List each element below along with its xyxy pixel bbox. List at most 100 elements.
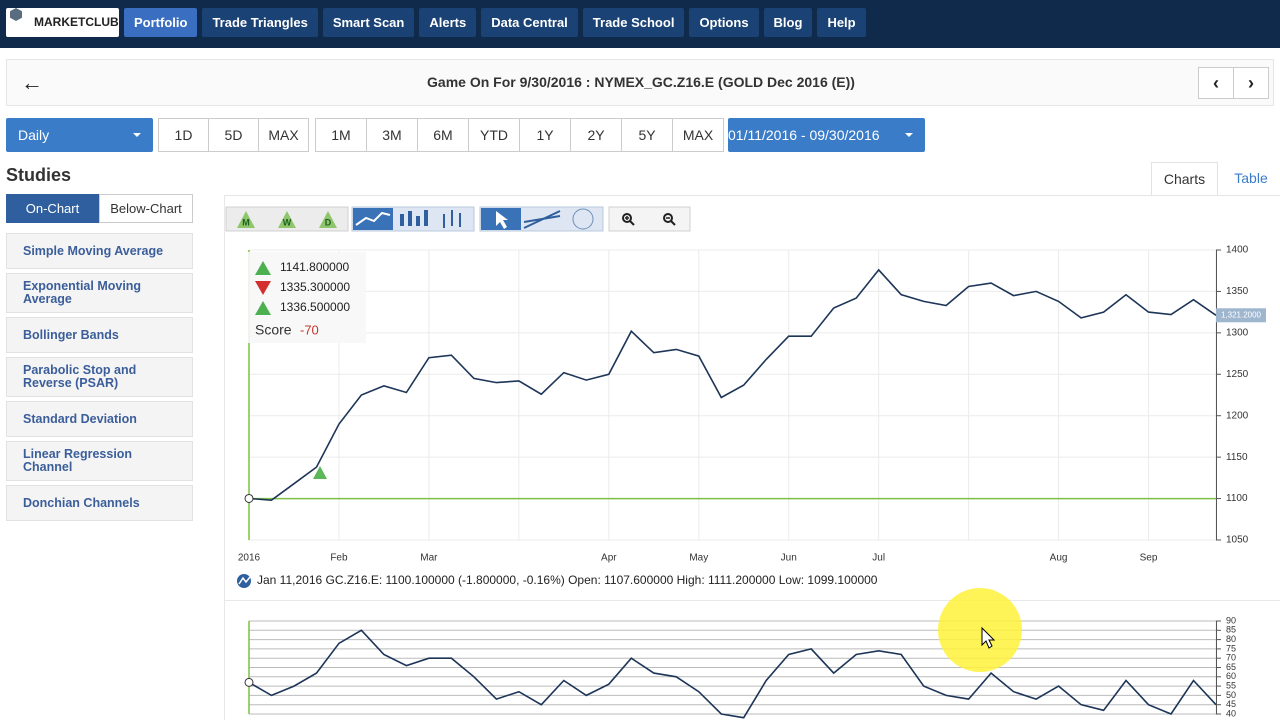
y-tick-label: 1350 xyxy=(1226,286,1249,297)
last-value-tag xyxy=(1216,308,1266,323)
x-tick-label: Aug xyxy=(1050,553,1068,564)
tool-candles[interactable] xyxy=(400,210,428,226)
study-tab[interactable]: On-Chart xyxy=(6,194,99,223)
nav-item[interactable]: Portfolio xyxy=(124,8,198,37)
zoom-out[interactable] xyxy=(663,213,676,226)
y-tick-label: 90 xyxy=(1226,615,1236,625)
header: ← Game On For 9/30/2016 : NYMEX_GC.Z16.E… xyxy=(6,59,1274,106)
legend-triangle xyxy=(255,281,271,295)
legend-triangle xyxy=(255,261,271,275)
study-item[interactable]: Donchian Channels xyxy=(6,485,193,521)
zoom-in[interactable] xyxy=(622,213,635,226)
study-item[interactable]: Exponential Moving Average xyxy=(6,273,193,313)
nav-item[interactable]: Trade Triangles xyxy=(202,8,318,37)
y-tick-label: 85 xyxy=(1226,625,1236,635)
y-tick-label: 70 xyxy=(1226,653,1236,663)
nav-item[interactable]: Alerts xyxy=(419,8,477,37)
y-tick-label: 45 xyxy=(1226,699,1236,709)
divider xyxy=(224,195,1280,196)
y-tick-label: 50 xyxy=(1226,690,1236,700)
y-tick-label: 40 xyxy=(1226,708,1236,718)
range-button[interactable]: 3M xyxy=(366,118,418,152)
view-tab[interactable]: Table xyxy=(1234,170,1268,186)
toolbar-group xyxy=(351,206,475,232)
plot-area xyxy=(248,249,1217,541)
range-button[interactable]: 5D xyxy=(208,118,259,152)
triangle-icon[interactable] xyxy=(278,211,296,228)
range-button[interactable]: 5Y xyxy=(621,118,673,152)
y-tick-label: 75 xyxy=(1226,643,1236,653)
range-button[interactable]: 1Y xyxy=(519,118,571,152)
study-item[interactable]: Standard Deviation xyxy=(6,401,193,437)
tool-trendline[interactable] xyxy=(523,210,561,229)
y-tick-label: 55 xyxy=(1226,680,1236,690)
range-button[interactable]: 1M xyxy=(315,118,367,152)
score-value: -70 xyxy=(300,322,319,337)
y-tick-label: 1300 xyxy=(1226,327,1249,338)
last-value-label: 1,321.2000 xyxy=(1221,310,1262,319)
plot-area xyxy=(248,620,1217,715)
period-select[interactable]: Daily xyxy=(6,118,153,152)
study-item[interactable]: Parabolic Stop and Reverse (PSAR) xyxy=(6,357,193,397)
range-button[interactable]: 1D xyxy=(158,118,209,152)
y-tick-label: 65 xyxy=(1226,662,1236,672)
x-tick-label: Jul xyxy=(872,553,885,564)
study-tab[interactable]: Below-Chart xyxy=(99,194,193,223)
study-item[interactable]: Simple Moving Average xyxy=(6,233,193,269)
toolbar-group xyxy=(608,206,691,232)
pointer-icon xyxy=(496,211,508,229)
info-line: Jan 11,2016 GC.Z16.E: 1100.100000 (-1.80… xyxy=(257,573,878,587)
range-button[interactable]: MAX xyxy=(672,118,724,152)
y-tick-label: 1100 xyxy=(1226,493,1248,504)
next-button[interactable]: › xyxy=(1233,67,1269,99)
legend-value: 1141.800000 xyxy=(280,260,350,274)
prev-button[interactable]: ‹ xyxy=(1198,67,1234,99)
range-group: 1D 5D MAX xyxy=(158,118,309,152)
nav-item[interactable]: Help xyxy=(817,8,866,37)
start-marker xyxy=(244,677,254,687)
signal-marker xyxy=(313,466,327,479)
toolbar-group xyxy=(225,206,349,232)
range-button[interactable]: MAX xyxy=(258,118,309,152)
y-tick-label: 1200 xyxy=(1226,410,1249,421)
back-button[interactable]: ← xyxy=(21,70,43,95)
score-label: Score xyxy=(255,322,292,338)
nav-item[interactable]: Smart Scan xyxy=(322,8,415,37)
triangle-icon[interactable] xyxy=(237,211,255,228)
y-tick-label: 1250 xyxy=(1226,369,1249,380)
nav-item[interactable]: Blog xyxy=(763,8,813,37)
tool-fib[interactable] xyxy=(572,208,594,230)
study-item[interactable]: Bollinger Bands xyxy=(6,317,193,353)
y-tick-label: 1050 xyxy=(1226,535,1249,546)
tool-line[interactable] xyxy=(353,208,393,230)
x-tick-label: Apr xyxy=(601,553,617,564)
y-tick-label: 60 xyxy=(1226,671,1236,681)
range-button[interactable]: 6M xyxy=(417,118,469,152)
range-button[interactable]: YTD xyxy=(468,118,520,152)
header-title: Game On For 9/30/2016 : NYMEX_GC.Z16.E (… xyxy=(427,74,855,90)
triangle-icon-letter: M xyxy=(242,217,250,227)
nav-bar: MARKETCLUB Portfolio Trade Triangles Smart… xyxy=(0,0,1280,48)
legend-value: 1335.300000 xyxy=(280,280,350,294)
range-button[interactable]: 2Y xyxy=(570,118,622,152)
view-tab[interactable]: Charts xyxy=(1151,162,1218,196)
studies-title: Studies xyxy=(6,165,72,185)
nav-item[interactable]: Options xyxy=(689,8,759,37)
nav-item[interactable]: Trade School xyxy=(582,8,685,37)
legend-triangle xyxy=(255,301,271,315)
x-tick-label: Jun xyxy=(781,553,797,564)
study-list: Simple Moving Average Exponential Moving … xyxy=(6,233,193,521)
tool-line-icon xyxy=(355,211,391,226)
toolbar-group xyxy=(479,206,604,232)
legend-value: 1336.500000 xyxy=(280,300,350,314)
tool-ohlc[interactable] xyxy=(443,210,461,228)
logo[interactable]: MARKETCLUB xyxy=(6,8,119,37)
nav-list: Portfolio Trade Triangles Smart Scan Alerts… xyxy=(124,8,866,37)
tool-pointer[interactable] xyxy=(481,208,521,230)
study-item[interactable]: Linear Regression Channel xyxy=(6,441,193,481)
date-range-select[interactable]: 01/11/2016 - 09/30/2016 xyxy=(728,118,925,152)
legend-box xyxy=(248,252,366,343)
nav-item[interactable]: Data Central xyxy=(481,8,578,37)
triangle-icon[interactable] xyxy=(319,211,337,228)
